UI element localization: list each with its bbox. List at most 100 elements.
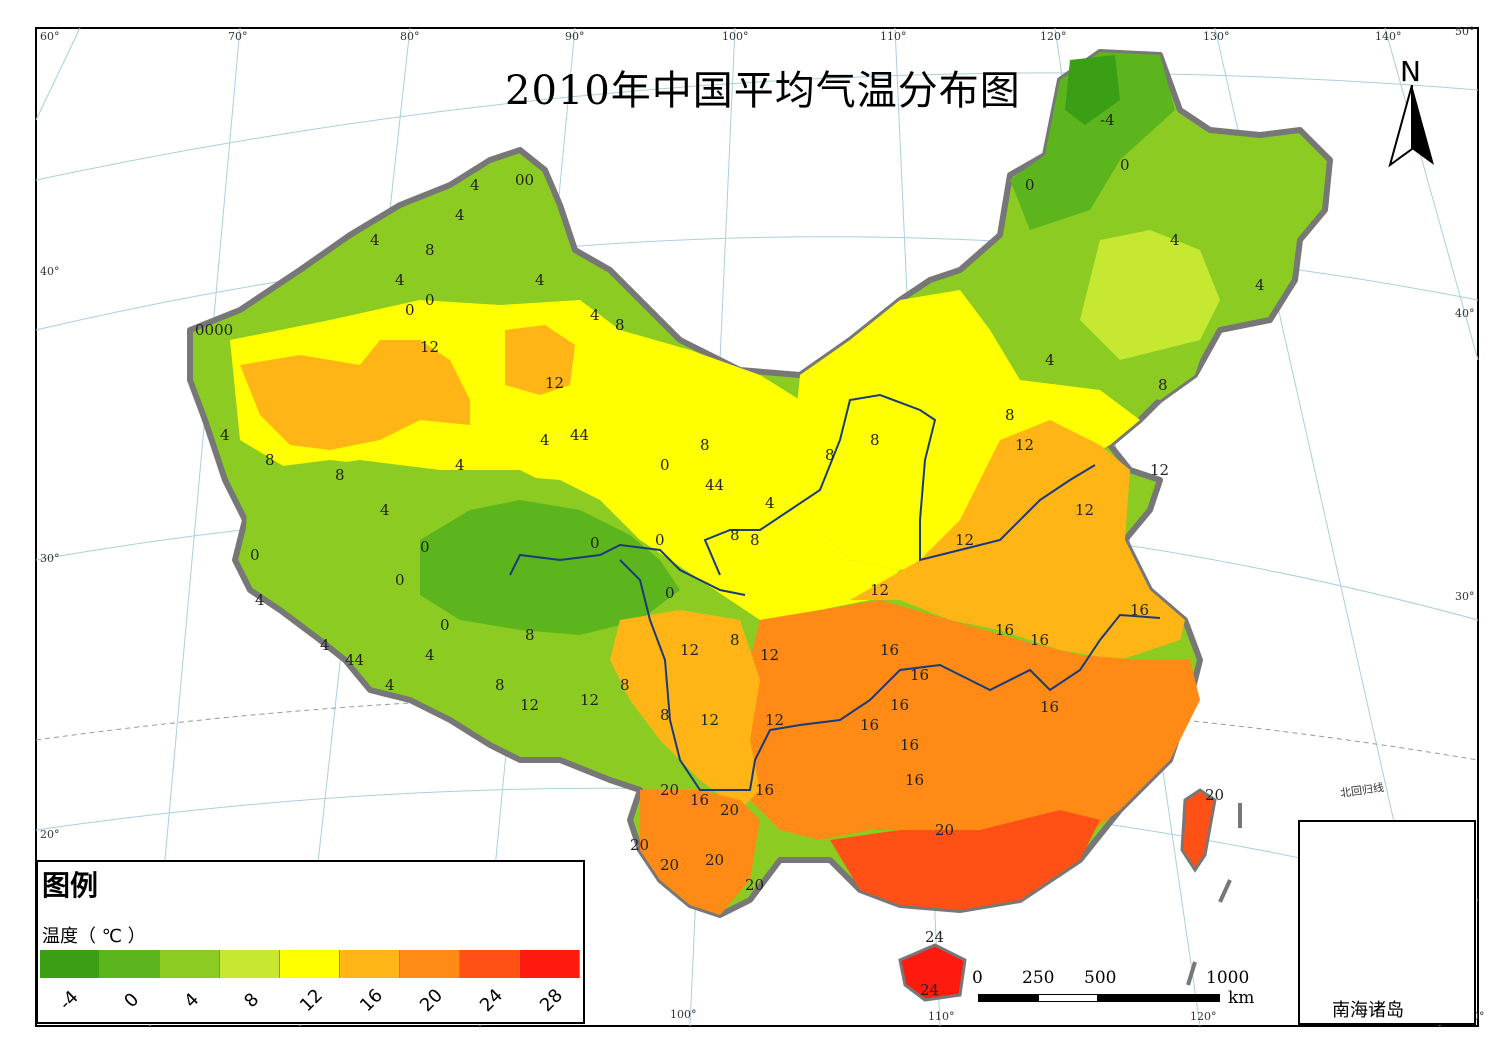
contour-label: 16: [905, 771, 924, 789]
lon-label: 120°: [1040, 30, 1067, 43]
legend-unit: 温度（ ℃ ）: [42, 926, 146, 947]
contour-label: 16: [910, 666, 929, 684]
contour-label: 4: [765, 494, 775, 512]
scale-segment: [1038, 994, 1098, 1002]
contour-label: 8: [495, 676, 505, 694]
lat-label: 50°: [1455, 25, 1475, 38]
contour-label: 8: [700, 436, 710, 454]
contour-label: 20: [1205, 786, 1224, 804]
legend-swatches: [40, 950, 580, 978]
scale-label: 250: [1022, 968, 1055, 988]
contour-label: 4: [455, 456, 465, 474]
contour-label: 20: [745, 876, 764, 894]
contour-label: 16: [900, 736, 919, 754]
contour-label: 8: [425, 241, 435, 259]
scale-label: 1000: [1206, 968, 1250, 988]
legend-swatch: [520, 950, 580, 978]
contour-label: 4: [395, 271, 405, 289]
legend-tick: 4: [180, 989, 204, 1012]
contour-label: 20: [630, 836, 649, 854]
contour-label: 44: [705, 476, 724, 494]
contour-label: 8: [1158, 376, 1168, 394]
contour-label: 8: [620, 676, 630, 694]
contour-label: 0: [655, 531, 665, 549]
inset-label: 南海诸岛: [1332, 1000, 1404, 1021]
contour-label: 4: [1255, 276, 1265, 294]
contour-label: 16: [890, 696, 909, 714]
contour-label: 16: [1030, 631, 1049, 649]
lat-label: 30°: [1455, 590, 1475, 603]
scale-label: 500: [1084, 968, 1117, 988]
lon-label: 110°: [928, 1010, 955, 1023]
legend-tick: 20: [415, 984, 447, 1017]
lon-label: 110°: [880, 30, 907, 43]
scale-segment: [1098, 994, 1220, 1002]
legend-tick-labels: -4 0 4 8 12 16 20 24 28: [38, 985, 587, 1020]
contour-label: 16: [690, 791, 709, 809]
contour-label: 8: [1005, 406, 1015, 424]
legend-tick: -4: [55, 986, 83, 1015]
contour-label: 12: [1075, 501, 1094, 519]
contour-label: 12: [955, 531, 974, 549]
yangtze-river: [619, 559, 1161, 791]
contour-label: 4: [380, 501, 390, 519]
contour-label: 20: [660, 856, 679, 874]
legend-title: 图例: [42, 869, 99, 902]
contour-label: 0: [395, 571, 405, 589]
contour-label: 4: [320, 636, 330, 654]
contour-label: 4: [590, 306, 600, 324]
contour-label: 0: [250, 546, 260, 564]
lon-label: 70°: [228, 30, 248, 43]
legend-swatch: [160, 950, 220, 978]
legend-swatch: [340, 950, 400, 978]
contour-label: 4: [540, 431, 550, 449]
lon-label: 120°: [1190, 1010, 1217, 1023]
contour-label: 12: [680, 641, 699, 659]
yellow-river-upper: [509, 543, 746, 596]
contour-label: 4: [1045, 351, 1055, 369]
contour-label: 24: [920, 981, 939, 999]
contour-label: 16: [880, 641, 899, 659]
lon-label: 140°: [1375, 30, 1402, 43]
lon-label: 100°: [670, 1008, 697, 1021]
legend-swatch: [280, 950, 340, 978]
contour-label: 8: [750, 531, 760, 549]
legend-swatch: [220, 950, 280, 978]
lat-label: 20°: [40, 828, 60, 841]
contour-label: 44: [345, 651, 364, 669]
contour-label: 20: [660, 781, 679, 799]
legend-swatch: [400, 950, 460, 978]
contour-label: 8: [660, 706, 670, 724]
contour-labels: -4 0 0 4 4 4 8 8 12 12 12 12 12 00 4 4 4…: [195, 111, 1265, 999]
contour-label: 4: [425, 646, 435, 664]
legend-tick: 24: [475, 984, 507, 1017]
contour-label: 12: [545, 374, 564, 392]
scale-segment: [978, 994, 1038, 1002]
contour-label: 4: [220, 426, 230, 444]
legend-panel: 图例 温度（ ℃ ） -4 0 4 8 12 16 20 24 28: [36, 860, 585, 1024]
legend-tick: 16: [355, 984, 387, 1017]
temperature-zones: [187, 49, 1333, 1002]
contour-label: 0: [660, 456, 670, 474]
contour-label: 16: [755, 781, 774, 799]
yellow-river: [703, 393, 1096, 576]
contour-label: 20: [720, 801, 739, 819]
north-arrow-icon: [1388, 85, 1434, 168]
legend-swatch: [460, 950, 520, 978]
contour-label: 4: [1170, 231, 1180, 249]
lon-label: 60°: [40, 30, 60, 43]
contour-label: 12: [870, 581, 889, 599]
contour-label: 12: [420, 338, 439, 356]
legend-swatch: [100, 950, 160, 978]
contour-label: 4: [370, 231, 380, 249]
lat-label: 40°: [40, 265, 60, 278]
contour-label: 8: [730, 526, 740, 544]
legend-tick: 12: [295, 984, 327, 1017]
legend-tick: 28: [535, 984, 567, 1017]
legend-tick: 0: [120, 989, 144, 1012]
contour-label: 0: [405, 301, 415, 319]
contour-label: 0: [440, 616, 450, 634]
contour-label: 8: [825, 446, 835, 464]
legend-tick: 8: [240, 989, 264, 1012]
lat-label: 30°: [40, 552, 60, 565]
